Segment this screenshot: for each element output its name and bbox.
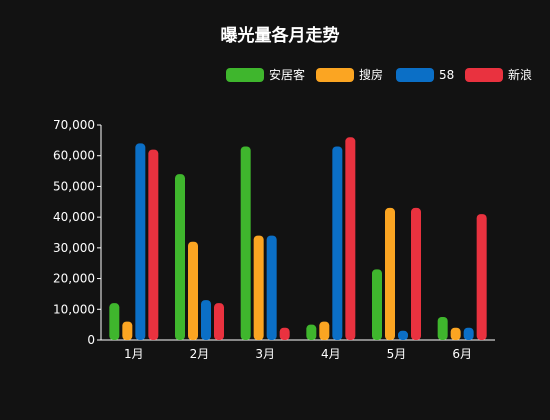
legend-swatch-2[interactable] bbox=[396, 68, 434, 82]
bar-2-0[interactable] bbox=[240, 146, 251, 341]
bar-0-3[interactable] bbox=[148, 149, 159, 340]
y-tick-label: 40,000 bbox=[53, 210, 95, 224]
x-tick-label: 4月 bbox=[321, 347, 341, 361]
legend-label-0: 安居客 bbox=[269, 67, 305, 82]
bar-4-2[interactable] bbox=[398, 330, 408, 340]
y-tick-label: 70,000 bbox=[53, 118, 95, 132]
bar-0-0[interactable] bbox=[109, 303, 120, 340]
x-axis: 1月 2月 3月 4月 5月 6月 bbox=[101, 339, 495, 361]
legend-label-3: 新浪 bbox=[508, 67, 532, 82]
x-tick-label: 1月 bbox=[124, 347, 144, 361]
y-tick-label: 10,000 bbox=[53, 302, 95, 316]
y-tick-label: 20,000 bbox=[53, 272, 95, 286]
bar-0-1[interactable] bbox=[122, 321, 133, 340]
bar-3-3[interactable] bbox=[345, 137, 356, 340]
x-tick-label: 3月 bbox=[255, 347, 275, 361]
legend-swatch-3[interactable] bbox=[465, 68, 503, 82]
bar-5-2[interactable] bbox=[463, 327, 474, 340]
x-tick-label: 2月 bbox=[190, 347, 210, 361]
legend: 安居客 搜房 58 新浪 bbox=[226, 67, 532, 82]
bar-2-1[interactable] bbox=[253, 235, 264, 340]
bar-5-0[interactable] bbox=[437, 316, 448, 340]
bar-5-3[interactable] bbox=[476, 214, 487, 340]
legend-label-1: 搜房 bbox=[359, 67, 383, 82]
y-tick-label: 60,000 bbox=[53, 149, 95, 163]
legend-label-2: 58 bbox=[439, 68, 454, 82]
bar-1-0[interactable] bbox=[175, 174, 185, 340]
y-tick-label: 0 bbox=[87, 333, 95, 347]
bar-1-3[interactable] bbox=[214, 303, 224, 340]
bar-2-3[interactable] bbox=[279, 327, 290, 340]
bar-4-1[interactable] bbox=[385, 207, 395, 340]
bar-4-0[interactable] bbox=[372, 269, 382, 340]
bar-0-2[interactable] bbox=[135, 143, 146, 340]
bar-3-0[interactable] bbox=[306, 324, 317, 340]
bar-1-1[interactable] bbox=[188, 241, 198, 340]
bar-1-2[interactable] bbox=[201, 300, 211, 340]
x-tick-label: 5月 bbox=[387, 347, 407, 361]
legend-swatch-0[interactable] bbox=[226, 68, 264, 82]
bar-3-1[interactable] bbox=[319, 321, 330, 340]
bar-5-1[interactable] bbox=[450, 327, 461, 340]
y-tick-label: 50,000 bbox=[53, 179, 95, 193]
bar-2-2[interactable] bbox=[266, 235, 277, 340]
bar-4-3[interactable] bbox=[411, 207, 421, 340]
bar-3-2[interactable] bbox=[332, 146, 343, 341]
legend-swatch-1[interactable] bbox=[316, 68, 354, 82]
chart-title: 曝光量各月走势 bbox=[221, 25, 340, 46]
y-tick-label: 30,000 bbox=[53, 241, 95, 255]
bars bbox=[109, 137, 487, 341]
y-axis: 0 10,000 20,000 30,000 40,000 50,000 60,000 70,… bbox=[53, 118, 102, 347]
x-tick-label: 6月 bbox=[452, 347, 472, 361]
